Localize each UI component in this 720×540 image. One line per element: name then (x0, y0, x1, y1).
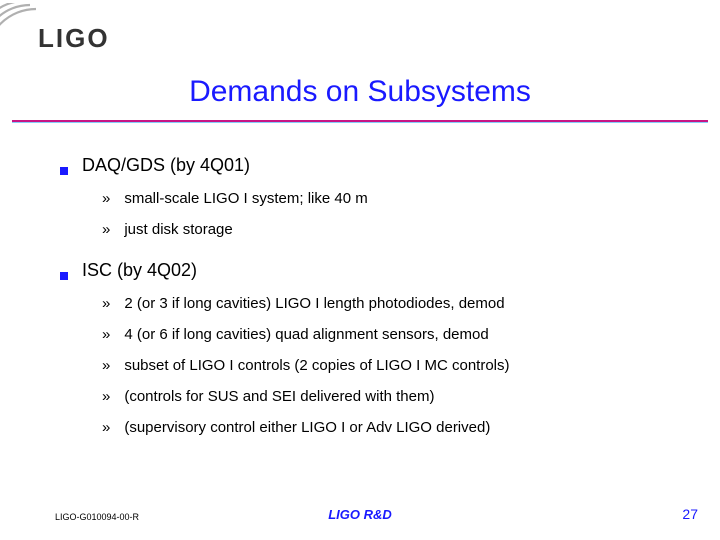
list-item: » subset of LIGO I controls (2 copies of… (102, 357, 670, 374)
section-heading: ISC (by 4Q02) (60, 260, 670, 281)
section-heading: DAQ/GDS (by 4Q01) (60, 155, 670, 176)
list-item-text: 4 (or 6 if long cavities) quad alignment… (124, 326, 488, 343)
list-item: » just disk storage (102, 221, 670, 238)
list-item: » (controls for SUS and SEI delivered wi… (102, 388, 670, 405)
raquo-bullet-icon: » (102, 326, 110, 343)
list-item-text: just disk storage (124, 221, 232, 238)
list-item: » small-scale LIGO I system; like 40 m (102, 190, 670, 207)
content-body: DAQ/GDS (by 4Q01) » small-scale LIGO I s… (60, 155, 670, 450)
list-item-text: (supervisory control either LIGO I or Ad… (124, 419, 490, 436)
list-item-text: 2 (or 3 if long cavities) LIGO I length … (124, 295, 504, 312)
raquo-bullet-icon: » (102, 190, 110, 207)
list-item-text: (controls for SUS and SEI delivered with… (124, 388, 434, 405)
square-bullet-icon (60, 167, 68, 175)
footer-page-number: 27 (682, 506, 698, 522)
footer-center-label: LIGO R&D (0, 507, 720, 522)
list-item-text: small-scale LIGO I system; like 40 m (124, 190, 367, 207)
raquo-bullet-icon: » (102, 357, 110, 374)
section-heading-text: ISC (by 4Q02) (82, 260, 197, 281)
square-bullet-icon (60, 272, 68, 280)
raquo-bullet-icon: » (102, 388, 110, 405)
title-rule (12, 120, 708, 123)
raquo-bullet-icon: » (102, 419, 110, 436)
raquo-bullet-icon: » (102, 221, 110, 238)
raquo-bullet-icon: » (102, 295, 110, 312)
slide-title: Demands on Subsystems (0, 75, 720, 109)
list-item-text: subset of LIGO I controls (2 copies of L… (124, 357, 509, 374)
logo: LIGO (0, 8, 140, 58)
logo-text: LIGO (38, 23, 110, 54)
section-heading-text: DAQ/GDS (by 4Q01) (82, 155, 250, 176)
list-item: » 2 (or 3 if long cavities) LIGO I lengt… (102, 295, 670, 312)
logo-arcs-icon (0, 3, 40, 63)
list-item: » 4 (or 6 if long cavities) quad alignme… (102, 326, 670, 343)
list-item: » (supervisory control either LIGO I or … (102, 419, 670, 436)
